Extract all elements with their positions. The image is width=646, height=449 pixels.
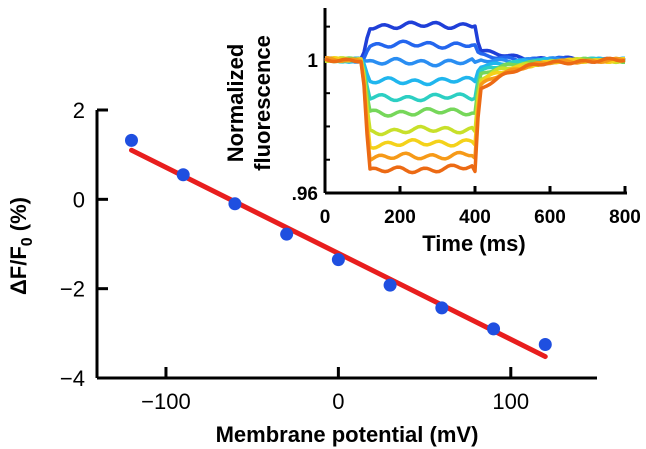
fluorescence-trace — [324, 20, 626, 64]
main-y-ticks: −4 −2 0 2 — [60, 98, 108, 391]
main-y-label-main: ΔF/F — [6, 246, 31, 295]
data-point — [331, 253, 345, 267]
data-point — [124, 133, 138, 147]
inset-x-tick-label: 400 — [459, 207, 491, 228]
data-point — [228, 197, 242, 211]
main-x-tick-label: −100 — [141, 389, 191, 414]
data-point — [487, 322, 501, 336]
data-point — [176, 168, 190, 182]
main-y-tick-label: −4 — [60, 366, 85, 391]
main-x-ticks: −100 0 100 — [141, 367, 529, 414]
fluorescence-trace — [324, 56, 626, 175]
data-point — [435, 301, 449, 315]
main-y-tick-label: 2 — [73, 98, 85, 123]
data-point — [383, 278, 397, 292]
fluorescence-trace — [324, 56, 625, 118]
data-point — [538, 338, 552, 351]
data-point — [280, 227, 294, 241]
inset-x-tick-label: 200 — [384, 207, 416, 228]
inset-x-ticks: 0 200 400 600 800 — [320, 186, 641, 228]
inset-x-tick-label: 0 — [320, 207, 331, 228]
main-y-axis-label: ΔF/F0 (%) — [6, 197, 36, 295]
inset-y-ticks: .96 1 — [292, 25, 333, 205]
main-x-axis-label: Membrane potential (mV) — [216, 422, 479, 447]
main-y-tick-label: 0 — [73, 187, 85, 212]
inset-x-axis-label: Time (ms) — [422, 231, 526, 256]
main-x-tick-label: 100 — [492, 389, 529, 414]
inset-y-label-line1: Normalized — [223, 44, 248, 163]
inset-chart: .961 0 200 400 600 800 Time (ms) Normalized … — [223, 8, 641, 256]
inset-x-tick-label: 600 — [534, 207, 566, 228]
inset-y-label-line2: fluorescence — [250, 35, 275, 171]
main-x-tick-label: 0 — [332, 389, 344, 414]
fluorescence-traces — [324, 20, 626, 175]
main-y-label-sub: 0 — [19, 237, 36, 246]
inset-x-tick-label: 800 — [609, 207, 641, 228]
data-points — [124, 133, 552, 351]
inset-y-tick-label: 1 — [307, 51, 318, 72]
main-chart: −4−202 −100 0 100 Membrane potential (mV) … — [6, 98, 597, 447]
main-y-tick-label: −2 — [60, 277, 85, 302]
inset-y-tick-label: .96 — [292, 184, 318, 205]
main-y-label-unit: (%) — [6, 197, 31, 237]
